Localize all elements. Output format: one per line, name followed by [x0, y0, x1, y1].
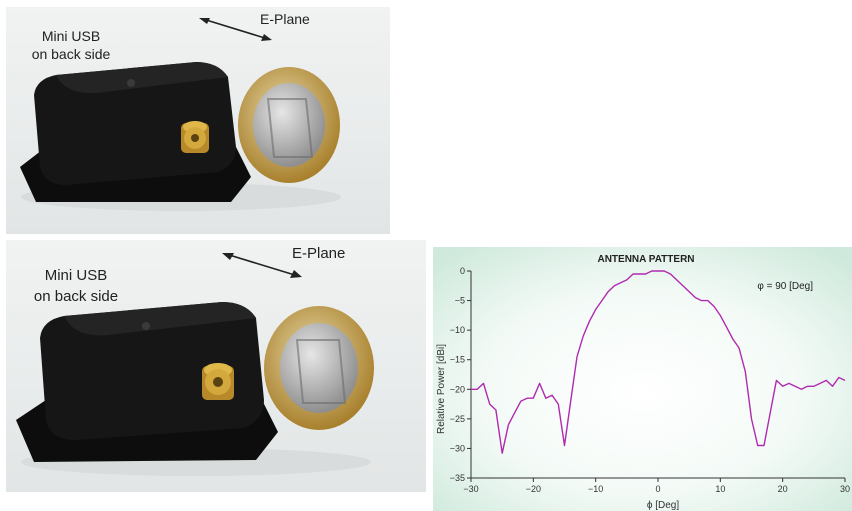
y-tick-label: −15 — [450, 355, 465, 365]
x-tick-label: 10 — [715, 484, 725, 494]
y-tick-label: −5 — [455, 296, 465, 306]
e-plane-arrow-icon — [199, 18, 272, 41]
usb-label-line1: Mini USB — [44, 267, 108, 284]
x-tick-label: −10 — [588, 484, 603, 494]
y-tick-label: −25 — [450, 414, 465, 424]
usb-label-line2: on back side — [31, 46, 111, 62]
usb-label: Mini USB on back side — [26, 265, 126, 307]
chart-title: ANTENNA PATTERN — [597, 254, 694, 265]
device-illustration — [16, 253, 374, 476]
sma-connector — [202, 363, 234, 400]
axis-ticks: −30 −20 −10 0 10 20 300−5−10−15−20−25−30−35 — [450, 266, 850, 494]
led-icon — [127, 79, 135, 87]
x-tick-label: −20 — [526, 484, 541, 494]
x-tick-label: 30 — [840, 484, 850, 494]
e-plane-arrow-icon — [222, 253, 302, 278]
device-enclosure — [40, 302, 264, 440]
y-axis-label: Relative Power [dBi] — [436, 344, 447, 434]
x-tick-label: 20 — [778, 484, 788, 494]
chart-svg: ANTENNA PATTERN φ = 90 [Deg] Relative Po… — [433, 247, 852, 511]
e-plane-label: E-Plane — [292, 245, 346, 262]
usb-label: Mini USB on back side — [26, 27, 116, 63]
y-tick-label: −35 — [450, 473, 465, 483]
chart-background — [433, 247, 852, 511]
e-plane-label: E-Plane — [260, 11, 310, 27]
y-tick-label: −30 — [450, 443, 465, 453]
led-icon — [142, 322, 150, 330]
coin — [264, 306, 374, 430]
chart-annotation: φ = 90 [Deg] — [757, 281, 813, 292]
product-photo-bottom: Mini USB on back side E-Plane — [6, 240, 426, 492]
usb-label-line2: on back side — [33, 288, 119, 305]
x-axis-label: ϕ [Deg] — [647, 500, 680, 511]
coin — [238, 67, 340, 183]
antenna-pattern-chart: ANTENNA PATTERN φ = 90 [Deg] Relative Po… — [433, 247, 852, 511]
usb-label-line1: Mini USB — [41, 28, 101, 44]
y-tick-label: 0 — [460, 266, 465, 276]
y-tick-label: −10 — [450, 325, 465, 335]
x-tick-label: 0 — [655, 484, 660, 494]
x-tick-label: −30 — [463, 484, 478, 494]
y-tick-label: −20 — [450, 384, 465, 394]
series-group — [471, 270, 846, 454]
series-line — [471, 270, 846, 454]
device-illustration — [20, 18, 341, 211]
sma-connector — [181, 121, 209, 153]
product-photo-top: Mini USB on back side E-Plane — [6, 7, 390, 234]
